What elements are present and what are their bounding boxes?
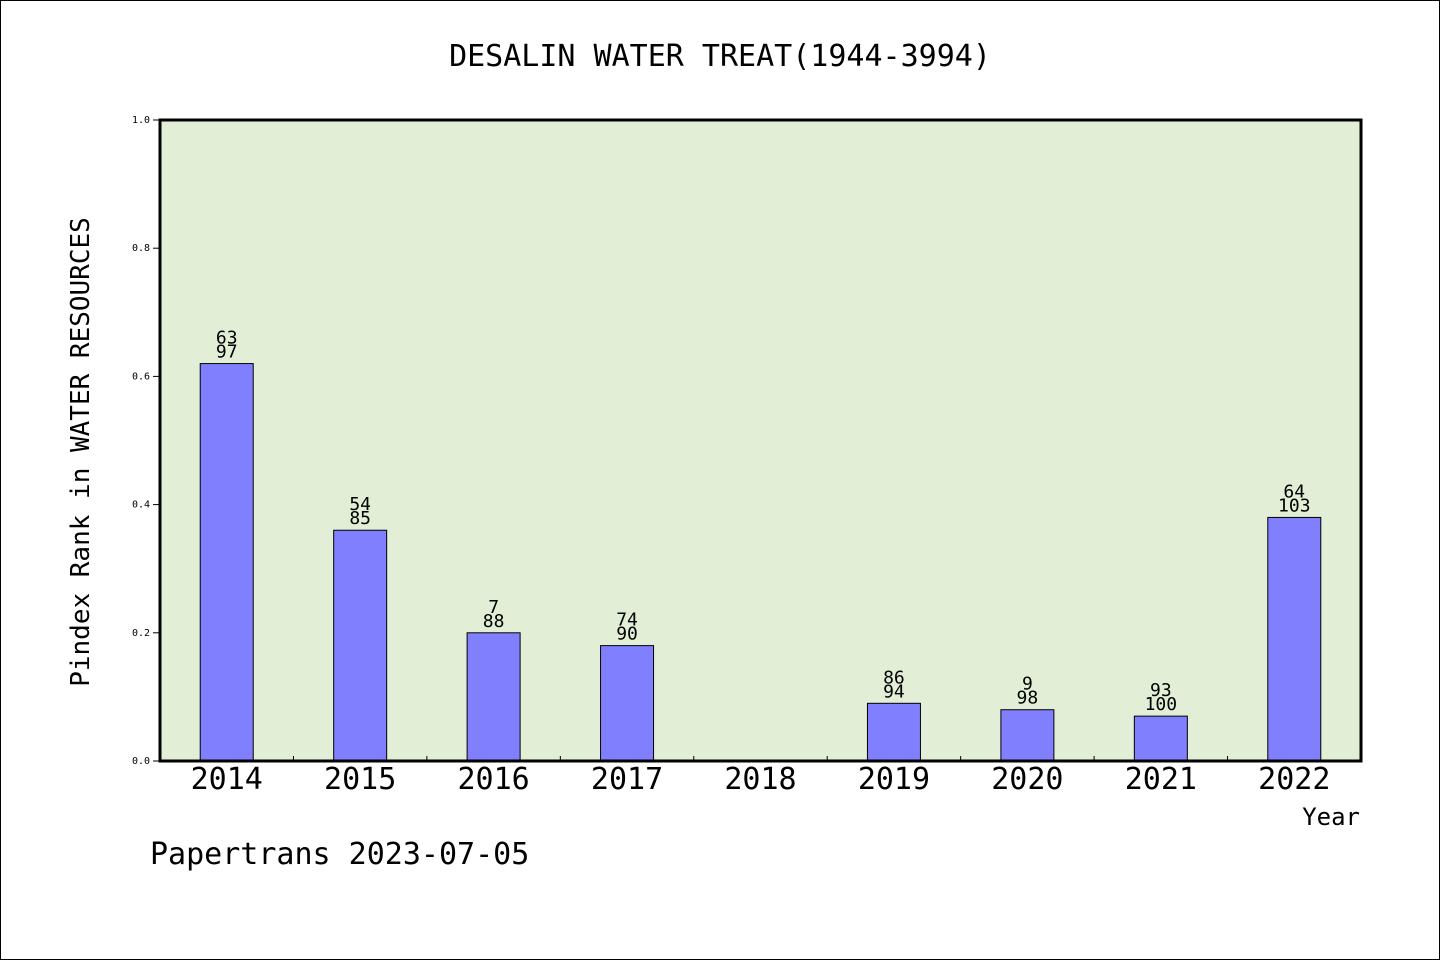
bar-label-bottom-2014: 97	[216, 342, 238, 363]
x-tick-label-2020: 2020	[991, 762, 1063, 797]
bar-2021	[1133, 715, 1188, 762]
bar-label-bottom-2021: 100	[1145, 694, 1178, 715]
y-tick-label: 0.8	[132, 243, 150, 254]
bar-2019	[866, 702, 921, 762]
bar-label-top-2017: 74	[616, 610, 638, 631]
bar-2017	[600, 645, 655, 762]
footer-text: Papertrans 2023-07-05	[150, 837, 529, 872]
y-tick-label: 0.0	[132, 756, 150, 767]
bar-label-top-2014: 63	[216, 328, 238, 349]
y-tick-label: 0.6	[132, 371, 150, 382]
bar-2015	[333, 529, 388, 762]
bar-label-top-2015: 54	[349, 494, 371, 515]
bar-2020	[1000, 709, 1055, 762]
x-tick-label-2014: 2014	[191, 762, 263, 797]
bar-label-bottom-2017: 90	[616, 624, 638, 645]
bar-label-top-2021: 93	[1150, 680, 1172, 701]
x-tick-label-2017: 2017	[591, 762, 663, 797]
bar-2022	[1267, 516, 1322, 762]
bar-label-bottom-2022: 103	[1278, 495, 1311, 516]
bar-label-top-2020: 9	[1022, 674, 1033, 695]
x-tick-label-2016: 2016	[457, 762, 529, 797]
y-tick-label: 0.2	[132, 628, 150, 639]
bar-label-top-2019: 86	[883, 667, 905, 688]
bar-label-top-2022: 64	[1283, 481, 1305, 502]
bar-label-bottom-2019: 94	[883, 681, 905, 702]
x-axis-title: Year	[1302, 803, 1360, 831]
bar-2014	[199, 363, 254, 762]
x-tick-label-2022: 2022	[1258, 762, 1330, 797]
x-tick-label-2015: 2015	[324, 762, 396, 797]
y-tick-label: 1.0	[132, 115, 150, 126]
bar-label-top-2016: 7	[488, 597, 499, 618]
x-tick-label-2018: 2018	[724, 762, 796, 797]
bar-2016	[466, 632, 521, 762]
plot-border	[158, 118, 1363, 763]
chart-title: DESALIN WATER TREAT(1944-3994)	[449, 39, 991, 74]
x-tick-label-2021: 2021	[1125, 762, 1197, 797]
y-axis-title: Pindex Rank in WATER RESOURCES	[66, 217, 96, 687]
bar-label-bottom-2016: 88	[483, 611, 505, 632]
bar-label-bottom-2015: 85	[349, 508, 371, 529]
x-tick-label-2019: 2019	[858, 762, 930, 797]
y-tick-label: 0.4	[132, 500, 150, 511]
bar-label-bottom-2020: 98	[1017, 688, 1039, 709]
